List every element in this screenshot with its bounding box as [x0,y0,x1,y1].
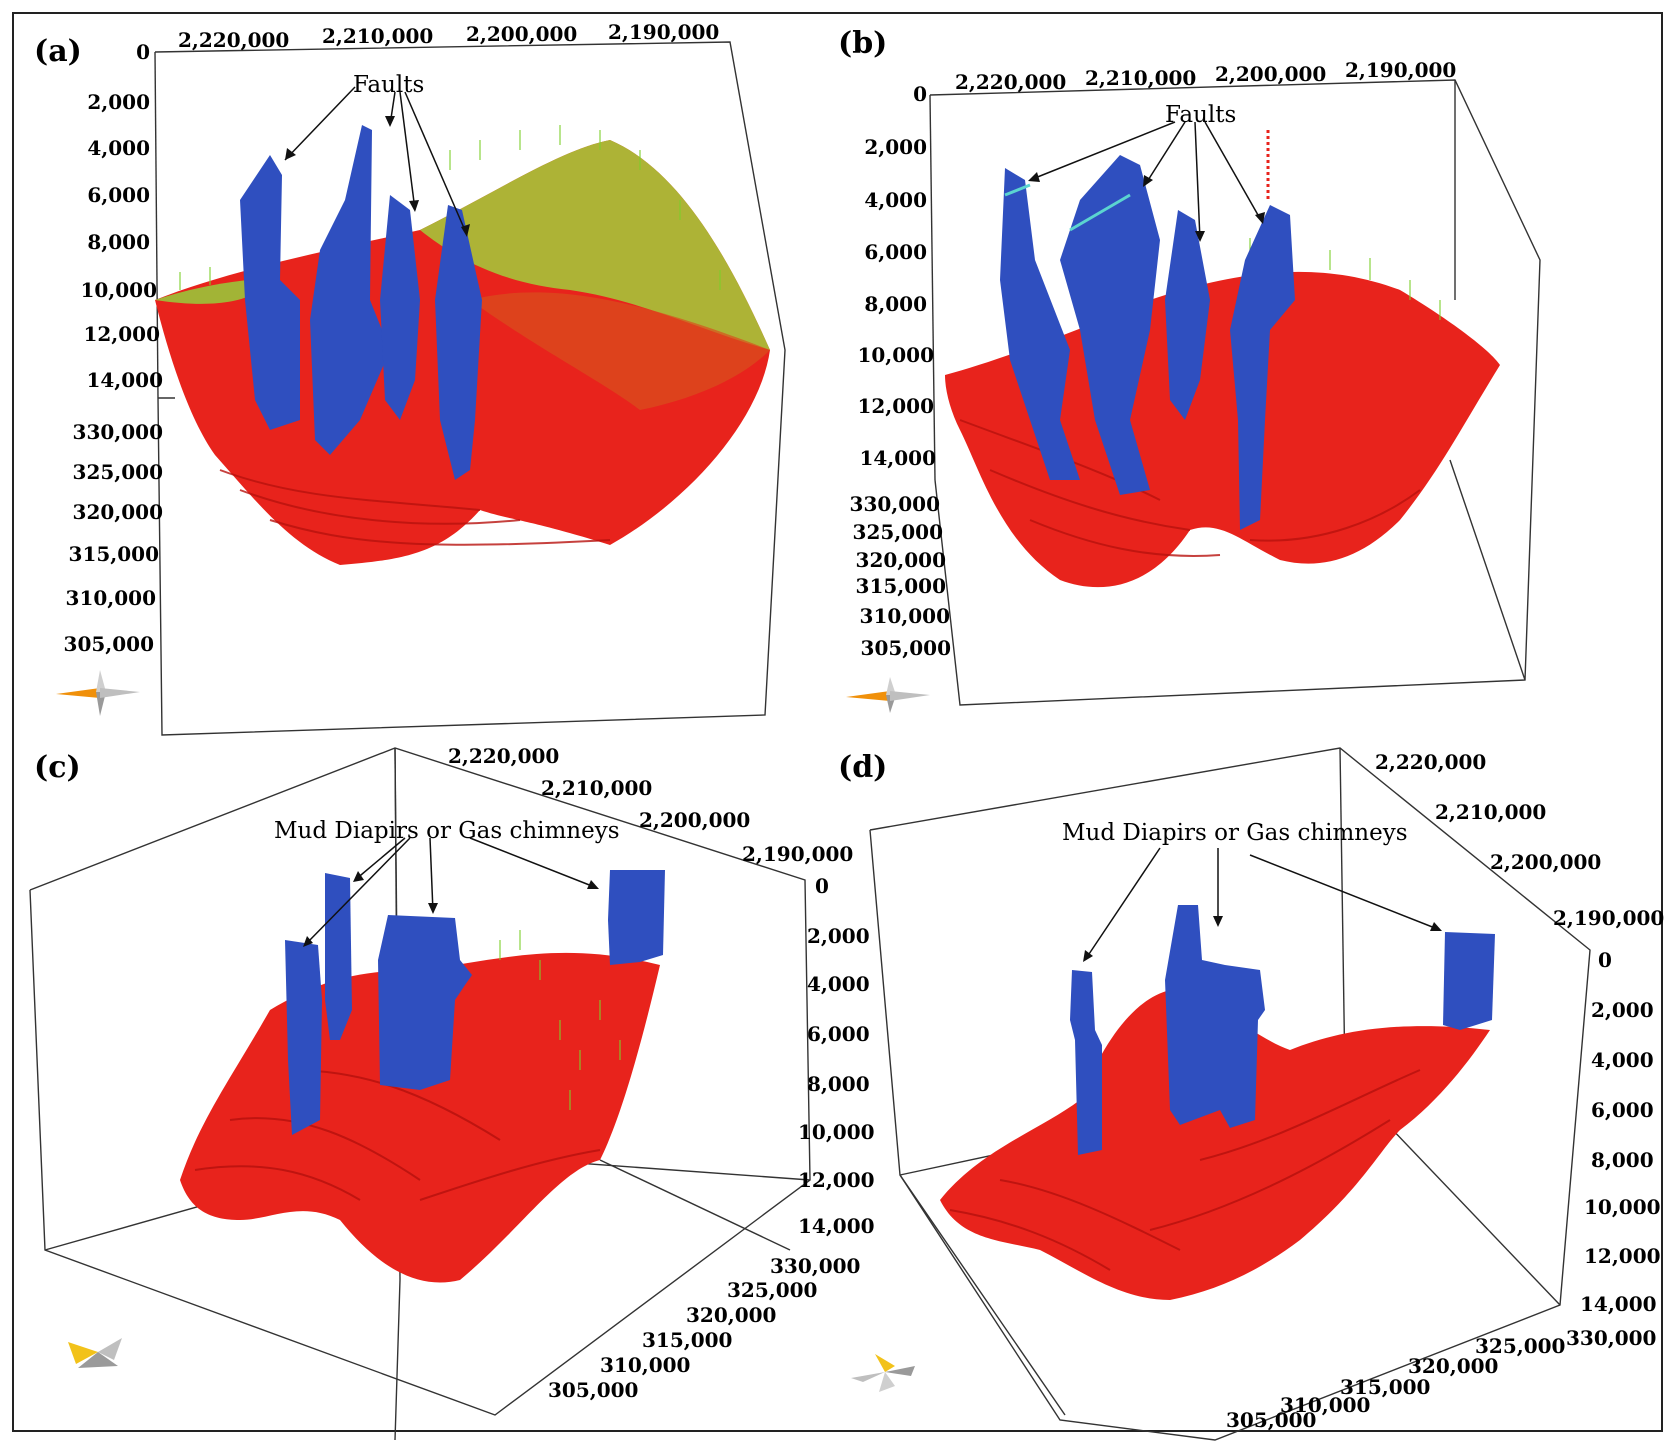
panel-c-y-tick-3: 320,000 [686,1303,777,1327]
panel-a-x-tick-3: 2,200,000 [466,22,578,46]
panel-a-depth-tick-3: 4,000 [87,136,150,160]
panel-a-y-tick-5: 310,000 [65,586,156,610]
panel-c-y-tick-2: 325,000 [727,1278,818,1302]
panel-a-graphic [56,41,786,736]
panel-b-y-tick-4: 315,000 [855,574,946,598]
panel-a-x-tick-1: 2,220,000 [178,28,290,52]
compass-icon [851,1354,915,1392]
panel-a-depth-tick-7: 12,000 [83,322,160,346]
panel-a-depth-tick-4: 6,000 [87,183,150,207]
panel-c-x-tick-1: 2,220,000 [448,744,560,768]
panel-b: (b) Faults 2,220,000 2,210,000 2,200,000… [838,26,1541,713]
panel-d-y-tick-3: 320,000 [1408,1354,1499,1378]
panel-d-label: (d) [838,750,888,785]
panel-d-depth-tick-1: 0 [1598,948,1612,972]
panel-b-x-tick-3: 2,200,000 [1215,62,1327,86]
compass-icon [56,670,140,716]
panel-a-depth-tick-6: 10,000 [80,278,157,302]
panel-b-graphic [846,79,1541,713]
panel-d-depth-tick-3: 4,000 [1591,1048,1654,1072]
panel-c-y-tick-6: 305,000 [548,1378,639,1402]
panel-c-depth-tick-4: 6,000 [807,1022,870,1046]
figure-frame [12,12,1663,1432]
panel-c-x-tick-2: 2,210,000 [541,776,653,800]
panel-b-annotation: Faults [1165,102,1237,128]
panel-b-depth-tick-2: 2,000 [864,135,927,159]
panel-b-label: (b) [838,26,888,61]
panel-c-depth-tick-8: 14,000 [798,1214,875,1238]
panel-b-depth-tick-4: 6,000 [864,240,927,264]
panel-d-y-tick-2: 325,000 [1475,1334,1566,1358]
panel-b-y-tick-6: 305,000 [860,636,951,660]
panel-c-x-tick-4: 2,190,000 [742,842,854,866]
panel-b-depth-tick-7: 12,000 [857,394,934,418]
panel-c-depth-tick-3: 4,000 [807,972,870,996]
panel-d-depth-tick-7: 12,000 [1584,1244,1661,1268]
panel-d-depth-tick-8: 14,000 [1580,1292,1657,1316]
panel-a-y-tick-3: 320,000 [72,500,163,524]
panel-d-depth-tick-4: 6,000 [1591,1098,1654,1122]
panel-d-x-tick-1: 2,220,000 [1375,750,1487,774]
panel-d-y-tick-5: 310,000 [1280,1393,1371,1417]
panel-c-depth-tick-6: 10,000 [798,1120,875,1144]
panel-a-depth-tick-2: 2,000 [87,90,150,114]
panel-c-label: (c) [34,750,81,785]
panel-d-x-tick-3: 2,200,000 [1490,850,1602,874]
panel-d-depth-tick-2: 2,000 [1591,998,1654,1022]
panel-b-y-tick-3: 320,000 [855,548,946,572]
panel-b-depth-tick-6: 10,000 [857,343,934,367]
panel-a-depth-tick-5: 8,000 [87,230,150,254]
panel-a-y-tick-1: 330,000 [72,420,163,444]
panel-b-x-tick-2: 2,210,000 [1085,66,1197,90]
panel-b-depth-tick-1: 0 [913,82,927,106]
panel-d-y-tick-6: 305,000 [1226,1408,1317,1432]
panel-b-x-tick-4: 2,190,000 [1345,58,1457,82]
compass-icon [846,677,930,713]
panel-c-y-tick-5: 310,000 [600,1353,691,1377]
panel-c-y-tick-4: 315,000 [642,1328,733,1352]
panel-d-y-tick-1: 330,000 [1566,1326,1657,1350]
panel-a-depth-tick-1: 0 [136,40,150,64]
panel-a-x-tick-2: 2,210,000 [322,24,434,48]
panel-d-y-tick-4: 315,000 [1340,1375,1431,1399]
panel-b-depth-tick-5: 8,000 [864,292,927,316]
panel-d-depth-tick-5: 8,000 [1591,1148,1654,1172]
panel-b-x-tick-1: 2,220,000 [955,70,1067,94]
panel-b-y-tick-1: 330,000 [849,492,940,516]
panel-b-depth-tick-3: 4,000 [864,188,927,212]
panel-b-y-tick-5: 310,000 [859,604,950,628]
panel-c: (c) Mud Diapirs or Gas chimneys 2,220,00… [29,744,875,1441]
panel-a-label: (a) [34,34,82,69]
panel-a-y-tick-6: 305,000 [63,632,154,656]
panel-a-y-tick-2: 325,000 [72,460,163,484]
panel-d-x-tick-4: 2,190,000 [1553,906,1665,930]
panel-b-y-tick-2: 325,000 [852,520,943,544]
panel-c-graphic [29,747,811,1441]
panel-c-annotation: Mud Diapirs or Gas chimneys [274,818,620,844]
panel-d-annotation: Mud Diapirs or Gas chimneys [1062,820,1408,846]
panel-c-depth-tick-5: 8,000 [807,1072,870,1096]
panel-c-x-tick-3: 2,200,000 [639,808,751,832]
panel-a-y-tick-4: 315,000 [68,542,159,566]
panel-a-x-tick-4: 2,190,000 [608,20,720,44]
panel-c-depth-tick-1: 0 [815,874,829,898]
panel-a: (a) Faults 2,220,000 2,210,000 2,200,000… [0,0,840,740]
panel-d-depth-tick-6: 10,000 [1584,1195,1661,1219]
compass-icon [68,1338,122,1368]
panel-a-depth-tick-8: 14,000 [86,368,163,392]
panel-c-y-tick-1: 330,000 [770,1254,861,1278]
panel-a-annotation: Faults [353,72,425,98]
panel-d-x-tick-2: 2,210,000 [1435,800,1547,824]
panel-c-depth-tick-2: 2,000 [807,924,870,948]
panel-c-depth-tick-7: 12,000 [798,1168,875,1192]
panel-b-depth-tick-8: 14,000 [859,446,936,470]
